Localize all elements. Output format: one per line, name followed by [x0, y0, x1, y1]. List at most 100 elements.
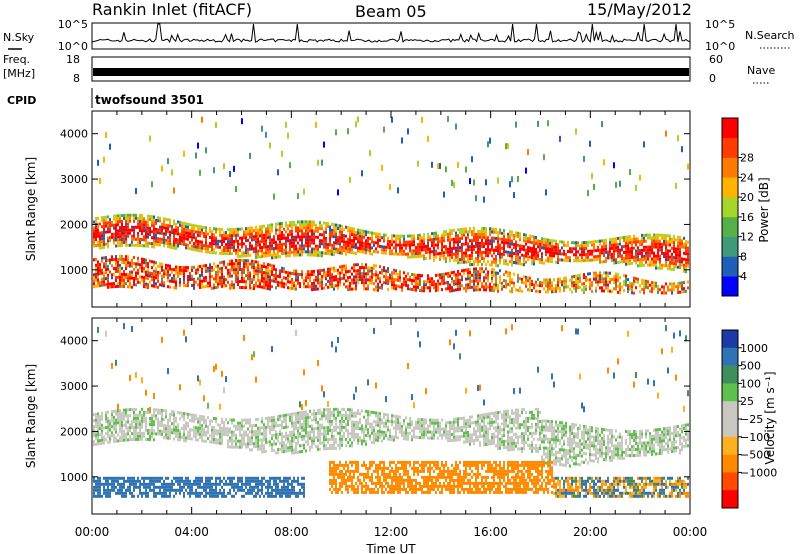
power-cell — [213, 248, 215, 252]
power-cell — [629, 281, 631, 285]
power-cell — [143, 220, 145, 224]
freq-label-2: [MHz] — [3, 67, 35, 80]
power-cell — [509, 236, 511, 240]
power-cell — [119, 235, 121, 239]
power-cell — [93, 285, 95, 289]
power-cell — [649, 248, 651, 252]
velocity-cell — [255, 442, 257, 445]
power-cell — [111, 255, 113, 259]
power-cell — [387, 276, 389, 280]
power-cell — [483, 227, 485, 230]
power-cell — [269, 244, 271, 248]
power-cell — [403, 271, 405, 275]
power-cell — [585, 259, 587, 262]
power-cell — [487, 285, 489, 289]
power-cell — [347, 276, 349, 280]
power-cell — [393, 246, 395, 250]
power-cell — [97, 243, 99, 247]
velocity-cell — [139, 434, 141, 438]
power-cell — [165, 266, 167, 270]
power-cell — [651, 248, 653, 252]
power-cell — [437, 273, 439, 277]
power-cell — [255, 237, 257, 241]
velocity-cell — [161, 482, 163, 486]
power-cell — [317, 159, 319, 166]
velocity-cell — [247, 488, 249, 492]
power-cell — [133, 268, 135, 271]
velocity-cell — [157, 476, 159, 480]
velocity-cell — [227, 491, 229, 495]
power-cell — [343, 273, 345, 277]
power-cell — [215, 277, 217, 280]
velocity-cell — [127, 438, 129, 442]
power-cell — [123, 276, 125, 279]
velocity-cell — [101, 438, 103, 442]
power-cell — [509, 233, 511, 237]
power-cell — [507, 238, 509, 242]
power-cell — [487, 251, 489, 255]
velocity-cell — [215, 432, 217, 436]
velocity-cell — [153, 485, 155, 489]
power-cell — [469, 286, 471, 289]
power-cell — [213, 227, 215, 231]
power-cell — [357, 281, 359, 285]
power-cell — [335, 226, 337, 230]
power-cell — [525, 278, 527, 282]
power-cell — [151, 275, 153, 279]
power-cell — [495, 263, 497, 267]
power-cell — [447, 275, 449, 278]
power-cell — [317, 281, 319, 285]
velocity-cell — [235, 424, 237, 428]
power-cell — [199, 234, 201, 238]
power-cell — [493, 260, 495, 264]
power-cell — [229, 246, 231, 250]
power-cell — [161, 231, 163, 235]
power-cell — [329, 267, 331, 271]
power-cell — [147, 277, 149, 281]
power-cell — [99, 246, 101, 250]
velocity-cell — [201, 439, 203, 443]
velocity-cell — [175, 434, 177, 438]
velocity-cell — [177, 432, 179, 436]
power-cell — [615, 249, 617, 253]
power-cell — [653, 245, 655, 249]
velocity-cell — [153, 494, 155, 498]
velocity-cell — [173, 476, 175, 480]
velocity-cell — [107, 422, 109, 426]
power-cell — [223, 252, 225, 255]
velocity-cell — [243, 418, 245, 422]
power-cell — [465, 268, 467, 272]
power-cell — [131, 225, 133, 229]
velocity-cell — [119, 476, 121, 480]
power-cell — [337, 239, 339, 242]
power-cell — [183, 281, 185, 285]
power-cell — [565, 252, 567, 256]
power-cell — [171, 270, 173, 274]
power-cell — [129, 282, 131, 286]
velocity-cell — [153, 491, 155, 495]
power-cell — [115, 229, 117, 233]
power-cell — [549, 281, 551, 285]
power-cell — [685, 240, 687, 244]
power-cell — [601, 251, 603, 255]
power-cell — [313, 272, 315, 276]
power-cell — [479, 253, 481, 257]
velocity-cell — [155, 494, 157, 498]
power-cell — [209, 244, 211, 248]
velocity-cell — [221, 426, 223, 430]
power-cell — [261, 246, 263, 249]
power-cell — [251, 265, 253, 269]
power-cell — [305, 273, 307, 277]
power-cell — [93, 258, 95, 262]
power-cell — [173, 243, 175, 247]
power-cell — [459, 240, 461, 244]
power-cell — [517, 276, 519, 280]
power-cell — [563, 243, 565, 247]
power-cell — [401, 137, 403, 144]
power-cell — [151, 230, 153, 234]
power-cell — [139, 263, 141, 267]
power-cell — [421, 254, 423, 258]
power-cell — [163, 235, 165, 239]
power-cell — [451, 256, 453, 260]
power-cell — [173, 231, 175, 235]
